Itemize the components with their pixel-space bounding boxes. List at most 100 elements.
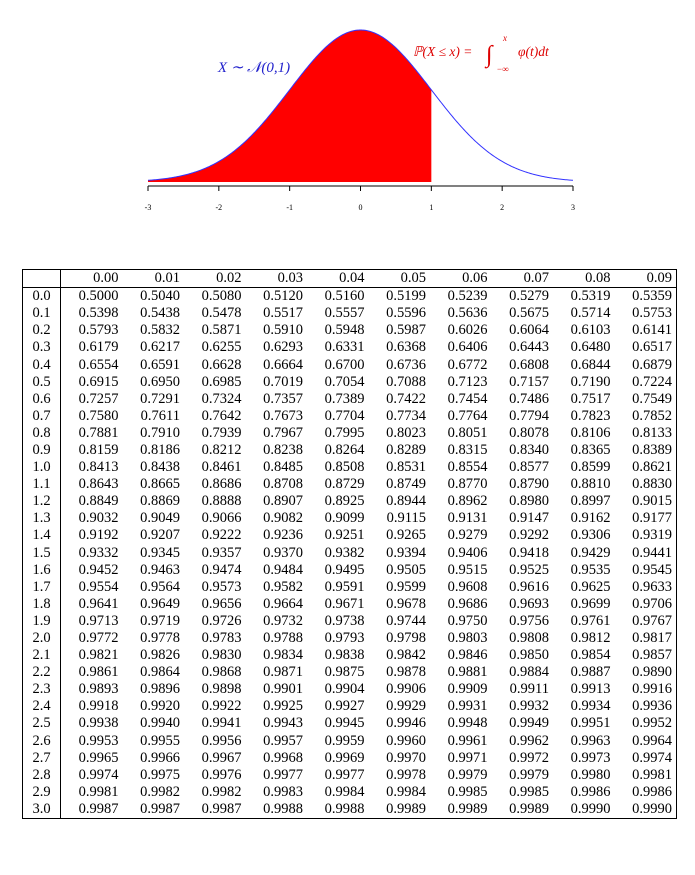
x-tick-label: -1 (286, 203, 293, 212)
probability-cell: 0.9906 (386, 681, 426, 698)
probability-cell: 0.9916 (632, 681, 672, 698)
probability-cell: 0.9292 (509, 527, 549, 544)
integral-upper: x (502, 33, 507, 43)
table-row: 1.7 0.9554 0.9564 0.9573 0.9582 0.9591 0.9599 0… (22, 578, 677, 596)
row-header: 2.3 (22, 681, 61, 699)
row-header: 2.2 (22, 664, 61, 682)
table-row: 0.0 0.5000 0.5040 0.5080 0.5120 0.5160 0.5199 0… (22, 287, 677, 306)
probability-cell: 0.7357 (263, 390, 303, 407)
probability-cell: 0.9977 (263, 766, 303, 783)
probability-cell: 0.9099 (324, 510, 365, 527)
row-header: 0.4 (22, 356, 61, 374)
probability-cell: 0.9966 (140, 749, 180, 766)
probability-cell: 0.8790 (509, 476, 549, 493)
probability-cell: 0.8438 (140, 459, 180, 476)
row-header: 0.8 (22, 424, 61, 442)
probability-cell: 0.9732 (263, 612, 303, 629)
probability-cell: 0.9641 (78, 595, 119, 612)
probability-cell: 0.9066 (201, 510, 242, 527)
probability-cell: 0.9251 (324, 527, 365, 544)
probability-cell: 0.8159 (78, 441, 119, 458)
probability-cell: 0.9633 (632, 578, 672, 595)
probability-cell: 0.7054 (324, 373, 365, 390)
table-row: 1.1 0.8643 0.8665 0.8686 0.8708 0.8729 0.8749 0… (22, 476, 677, 494)
probability-cell: 0.6103 (570, 322, 611, 339)
table-row: 0.2 0.5793 0.5832 0.5871 0.5910 0.5948 0.5987 0… (22, 322, 677, 340)
probability-cell: 0.5000 (78, 288, 119, 305)
row-header: 2.8 (22, 766, 61, 784)
probability-cell: 0.9909 (447, 681, 488, 698)
probability-cell: 0.9890 (632, 664, 672, 681)
probability-cell: 0.5675 (509, 305, 549, 322)
probability-cell: 0.5793 (78, 322, 119, 339)
probability-cell: 0.9940 (140, 715, 180, 732)
probability-cell: 0.9382 (324, 544, 365, 561)
probability-cell: 0.9943 (263, 715, 303, 732)
probability-cell: 0.7881 (78, 424, 119, 441)
shaded-area (148, 30, 432, 182)
probability-cell: 0.9988 (263, 800, 303, 817)
probability-cell: 0.7190 (570, 373, 611, 390)
probability-cell: 0.9960 (386, 732, 426, 749)
probability-cell: 0.9616 (509, 578, 549, 595)
probability-cell: 0.5753 (632, 305, 672, 322)
probability-cell: 0.8106 (570, 424, 611, 441)
probability-cell: 0.8051 (447, 424, 488, 441)
table-row: 1.2 0.8849 0.8869 0.8888 0.8907 0.8925 0.8944 0… (22, 493, 677, 511)
probability-cell: 0.9974 (632, 749, 672, 766)
probability-cell: 0.9750 (447, 612, 488, 629)
probability-cell: 0.9162 (570, 510, 611, 527)
probability-cell: 0.5438 (140, 305, 180, 322)
probability-cell: 0.6879 (632, 356, 672, 373)
probability-cell: 0.9932 (509, 698, 549, 715)
probability-cell: 0.5160 (324, 288, 365, 305)
table-row: 2.8 0.9974 0.9975 0.9976 0.9977 0.9977 0.9978 0… (22, 766, 677, 784)
probability-cell: 0.9901 (263, 681, 303, 698)
probability-cell: 0.8708 (263, 476, 303, 493)
column-header: 0.07 (491, 269, 553, 289)
probability-cell: 0.9868 (201, 664, 242, 681)
row-header: 2.1 (22, 647, 61, 665)
probability-cell: 0.5714 (570, 305, 611, 322)
probability-cell: 0.8749 (386, 476, 426, 493)
probability-cell: 0.9951 (570, 715, 611, 732)
probability-cell: 0.9345 (140, 544, 180, 561)
row-header: 2.5 (22, 715, 61, 733)
probability-cell: 0.7794 (509, 407, 549, 424)
probability-cell: 0.9525 (509, 561, 549, 578)
probability-cell: 0.6141 (632, 322, 672, 339)
table-row: 0.6 0.7257 0.7291 0.7324 0.7357 0.7389 0.7422 0… (22, 390, 677, 408)
probability-cell: 0.9934 (570, 698, 611, 715)
probability-cell: 0.7764 (447, 407, 488, 424)
probability-cell: 0.8643 (78, 476, 119, 493)
probability-cell: 0.5987 (386, 322, 426, 339)
probability-cell: 0.5359 (632, 288, 672, 305)
probability-cell: 0.9957 (263, 732, 303, 749)
probability-cell: 0.9767 (632, 612, 672, 629)
probability-cell: 0.9979 (447, 766, 488, 783)
probability-cell: 0.9131 (447, 510, 488, 527)
probability-cell: 0.7157 (509, 373, 549, 390)
probability-cell: 0.7454 (447, 390, 488, 407)
probability-cell: 0.8212 (201, 441, 242, 458)
probability-cell: 0.8849 (78, 493, 119, 510)
probability-cell: 0.9082 (263, 510, 303, 527)
probability-cell: 0.9972 (509, 749, 549, 766)
probability-cell: 0.9952 (632, 715, 672, 732)
probability-cell: 0.9798 (386, 630, 426, 647)
probability-cell: 0.9976 (201, 766, 242, 783)
probability-cell: 0.7088 (386, 373, 426, 390)
probability-cell: 0.9922 (201, 698, 242, 715)
row-header: 2.4 (22, 698, 61, 716)
probability-cell: 0.9406 (447, 544, 488, 561)
probability-cell: 0.9963 (570, 732, 611, 749)
column-header: 0.03 (245, 269, 307, 289)
probability-cell: 0.9474 (201, 561, 242, 578)
probability-cell: 0.9945 (324, 715, 365, 732)
table-row: 2.0 0.9772 0.9778 0.9783 0.9788 0.9793 0.9798 0… (22, 629, 677, 648)
probability-cell: 0.5910 (263, 322, 303, 339)
probability-cell: 0.9986 (632, 783, 672, 800)
normal-curve-figure: X ∼ 𝒩(0,1) ℙ(X ≤ x) = ∫ x −∞ φ(t)dt -3 -2… (145, 29, 575, 212)
probability-cell: 0.9931 (447, 698, 488, 715)
probability-cell: 0.9830 (201, 647, 242, 664)
